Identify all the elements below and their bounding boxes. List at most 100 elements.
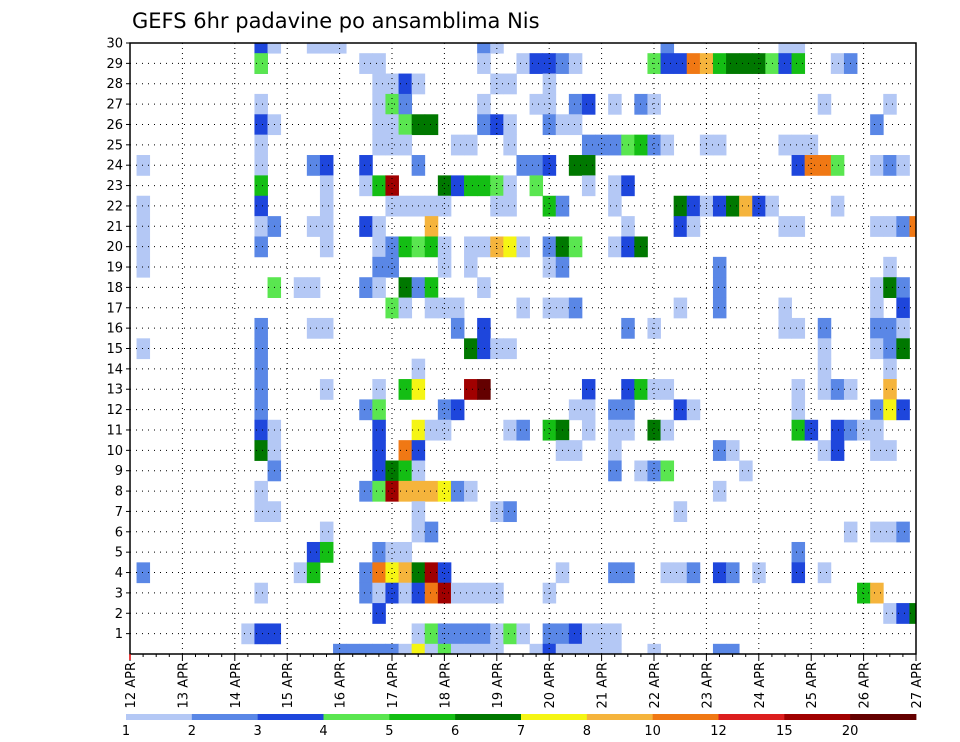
heatmap-cell xyxy=(372,419,386,441)
heatmap-cell xyxy=(254,155,268,176)
heatmap-cell xyxy=(581,623,596,645)
heatmap-cell xyxy=(660,43,675,54)
heatmap-cell xyxy=(634,379,648,400)
y-tick-label: 11 xyxy=(106,423,123,438)
heatmap-cell xyxy=(883,338,897,360)
heatmap-cell xyxy=(450,297,465,319)
heatmap-cell xyxy=(424,195,439,217)
heatmap-cell xyxy=(359,480,373,502)
cells-layer xyxy=(136,43,917,655)
heatmap-cell xyxy=(791,43,806,54)
heatmap-cell xyxy=(477,643,491,655)
heatmap-cell xyxy=(870,216,884,237)
heatmap-cell xyxy=(870,155,884,176)
heatmap-cell xyxy=(254,114,268,136)
heatmap-cell xyxy=(568,297,583,319)
heatmap-cell xyxy=(503,419,517,441)
heatmap-cell xyxy=(883,317,897,339)
heatmap-cell xyxy=(647,643,661,655)
heatmap-cell xyxy=(254,440,268,461)
heatmap-cell xyxy=(254,134,268,156)
heatmap-cell xyxy=(804,419,819,441)
heatmap-cell xyxy=(398,73,413,95)
heatmap-cell xyxy=(581,419,596,441)
heatmap-cell xyxy=(581,134,596,156)
heatmap-cell xyxy=(477,93,491,115)
heatmap-cell xyxy=(359,643,373,655)
heatmap-cell xyxy=(306,155,321,176)
x-axis: 12 APR 13 APR 14 APR 15 APR 16 APR 17 APR 18 A… xyxy=(124,654,925,708)
heatmap-cell xyxy=(398,297,413,319)
heatmap-cell xyxy=(503,175,517,197)
heatmap-cell xyxy=(254,379,268,400)
y-tick-label: 24 xyxy=(106,159,123,174)
heatmap-cell xyxy=(778,134,792,156)
heatmap-cell xyxy=(529,53,544,74)
heatmap-cell xyxy=(385,195,399,217)
heatmap-cell xyxy=(804,155,819,176)
heatmap-cell xyxy=(477,175,491,197)
x-tick-label: 13 APR xyxy=(176,662,191,708)
heatmap-cell xyxy=(372,440,386,461)
legend-label: 10 xyxy=(644,724,661,739)
heatmap-cell xyxy=(254,195,268,217)
heatmap-cell xyxy=(660,460,675,482)
heatmap-cell xyxy=(372,603,386,624)
heatmap-cell xyxy=(319,175,334,197)
heatmap-cell xyxy=(647,134,661,156)
heatmap-cell xyxy=(568,114,583,136)
heatmap-cell xyxy=(870,338,884,360)
heatmap-cell xyxy=(634,460,648,482)
heatmap-cell xyxy=(424,582,439,604)
heatmap-cell xyxy=(372,480,386,502)
chart-title: GEFS 6hr padavine po ansamblima Nis xyxy=(132,9,540,33)
y-tick-label: 25 xyxy=(106,138,123,153)
heatmap-cell xyxy=(398,541,413,563)
heatmap-cell xyxy=(516,297,530,319)
heatmap-cell xyxy=(739,195,753,217)
heatmap-cell xyxy=(372,175,386,197)
heatmap-cell xyxy=(450,582,465,604)
heatmap-cell xyxy=(870,317,884,339)
heatmap-cell xyxy=(372,541,386,563)
heatmap-cell xyxy=(896,155,910,176)
heatmap-cell xyxy=(437,175,452,197)
heatmap-cell xyxy=(791,216,806,237)
heatmap-cell xyxy=(254,501,268,523)
legend-swatch xyxy=(586,714,654,720)
heatmap-cell xyxy=(477,379,491,400)
heatmap-cell xyxy=(909,603,917,624)
heatmap-cell xyxy=(136,216,151,237)
heatmap-cell xyxy=(608,643,622,655)
heatmap-cell xyxy=(385,480,399,502)
heatmap-cell xyxy=(398,643,413,655)
heatmap-cell xyxy=(254,623,268,645)
heatmap-cell xyxy=(830,155,845,176)
heatmap-cell xyxy=(608,93,622,115)
heatmap-cell xyxy=(136,236,151,258)
heatmap-cell xyxy=(372,256,386,278)
heatmap-cell xyxy=(241,623,255,645)
heatmap-cell xyxy=(136,562,151,584)
heatmap-cell xyxy=(359,53,373,74)
heatmap-cell xyxy=(136,155,151,176)
heatmap-cell xyxy=(424,623,439,645)
heatmap-cell xyxy=(293,277,308,298)
heatmap-cell xyxy=(883,521,897,543)
heatmap-cell xyxy=(503,623,517,645)
x-tick-label: 12 APR xyxy=(124,662,139,708)
heatmap-cell xyxy=(883,93,897,115)
heatmap-cell xyxy=(398,562,413,584)
heatmap-cell xyxy=(791,134,806,156)
heatmap-cell xyxy=(883,277,897,298)
heatmap-cell xyxy=(896,277,910,298)
heatmap-cell xyxy=(739,53,753,74)
heatmap-cell xyxy=(254,582,268,604)
heatmap-cell xyxy=(385,460,399,482)
heatmap-cell xyxy=(267,43,282,54)
heatmap-cell xyxy=(254,53,268,74)
heatmap-cell xyxy=(673,297,688,319)
heatmap-cell xyxy=(883,399,897,421)
heatmap-cell xyxy=(477,236,491,258)
